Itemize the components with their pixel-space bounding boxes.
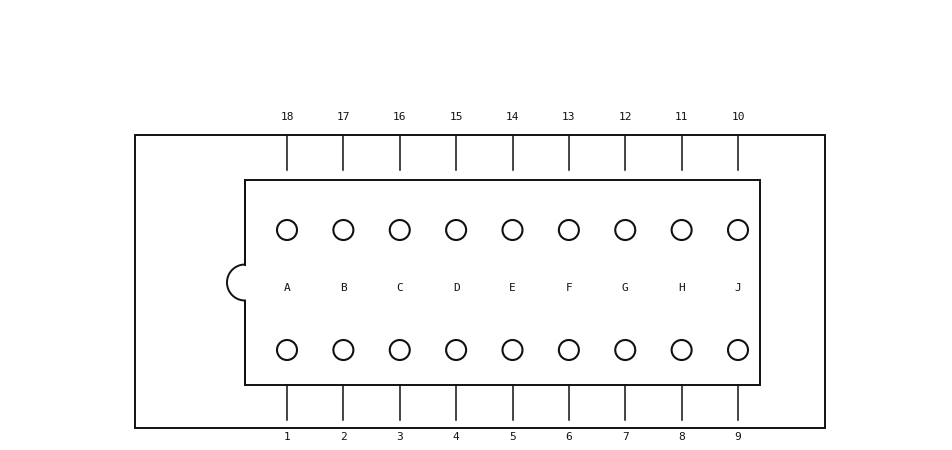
Bar	[243, 265, 247, 301]
Circle shape	[389, 220, 409, 240]
Text: F: F	[565, 283, 572, 293]
Circle shape	[446, 220, 466, 240]
Text: H: H	[678, 283, 685, 293]
Text: G: G	[622, 283, 628, 293]
Text: B: B	[340, 283, 347, 293]
Text: 14: 14	[506, 112, 519, 122]
Text: 11: 11	[675, 112, 688, 122]
Text: D: D	[453, 283, 460, 293]
Text: 7: 7	[622, 432, 628, 442]
Text: 15: 15	[449, 112, 463, 122]
Circle shape	[728, 220, 748, 240]
Text: 9: 9	[735, 432, 742, 442]
Text: C: C	[396, 283, 403, 293]
Text: 12: 12	[619, 112, 632, 122]
Text: J: J	[735, 283, 742, 293]
Text: A: A	[284, 283, 290, 293]
Text: 10: 10	[731, 112, 744, 122]
Text: 17: 17	[337, 112, 350, 122]
Circle shape	[559, 220, 579, 240]
Circle shape	[277, 340, 297, 360]
Circle shape	[615, 340, 635, 360]
Circle shape	[559, 340, 579, 360]
Circle shape	[671, 340, 691, 360]
Text: 13: 13	[562, 112, 576, 122]
Circle shape	[728, 340, 748, 360]
Circle shape	[389, 340, 409, 360]
Circle shape	[446, 340, 466, 360]
Text: 5: 5	[509, 432, 516, 442]
Bar	[245, 180, 760, 385]
Circle shape	[277, 220, 297, 240]
Circle shape	[333, 340, 353, 360]
Text: 6: 6	[565, 432, 572, 442]
Text: E: E	[509, 283, 516, 293]
Bar	[135, 135, 825, 428]
Text: 1: 1	[284, 432, 290, 442]
Text: 4: 4	[453, 432, 460, 442]
Text: 8: 8	[678, 432, 685, 442]
Circle shape	[615, 220, 635, 240]
Circle shape	[671, 220, 691, 240]
Circle shape	[503, 340, 523, 360]
Text: 18: 18	[280, 112, 294, 122]
Circle shape	[503, 220, 523, 240]
Circle shape	[333, 220, 353, 240]
Text: 2: 2	[340, 432, 347, 442]
Text: 16: 16	[393, 112, 407, 122]
Text: 3: 3	[396, 432, 403, 442]
